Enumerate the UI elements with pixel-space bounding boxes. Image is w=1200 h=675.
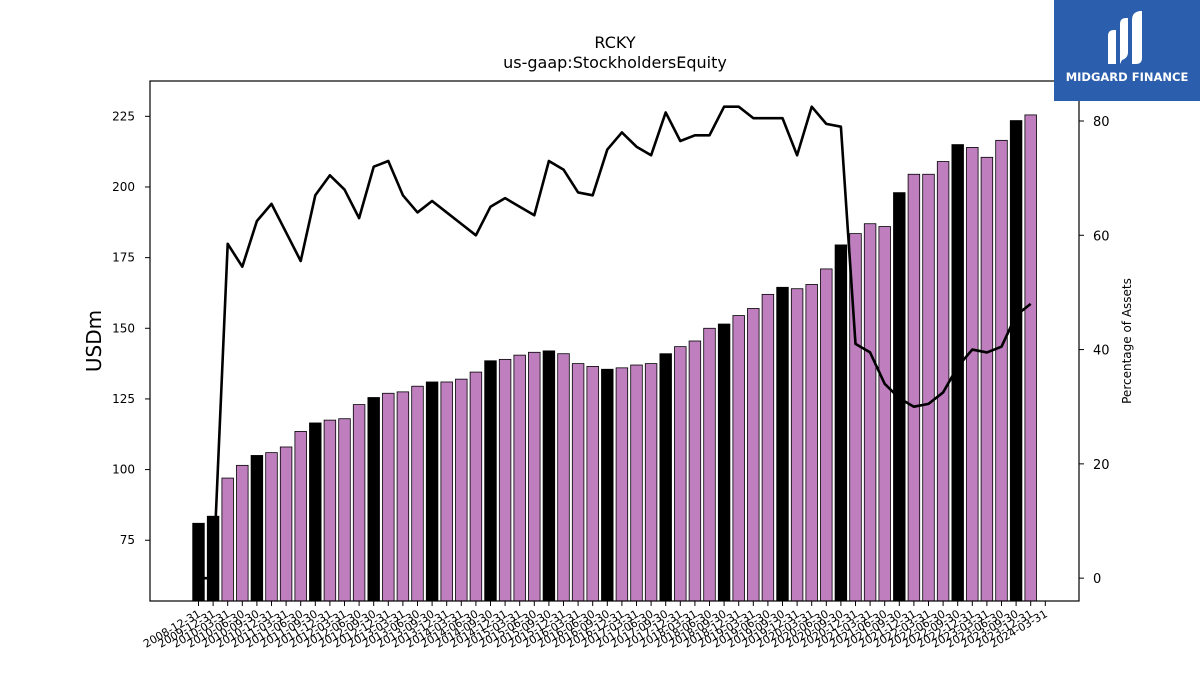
bar-2022-03-31: [922, 173, 935, 602]
bar-2012-09-30: [367, 397, 380, 602]
percentage-of-assets-line: [198, 105, 1032, 580]
y2-tick-label: 60: [1093, 229, 1110, 244]
bar-2011-12-31: [323, 419, 337, 602]
bar-2022-06-30: [936, 161, 950, 602]
y-tick-label: 100: [112, 463, 135, 477]
x-axis: 2008-12-312009-12-312010-03-312010-06-30…: [141, 601, 1050, 651]
bar-2011-09-30: [309, 422, 322, 602]
y-tick-label: 125: [112, 392, 135, 406]
y-tick-label: 150: [112, 321, 135, 335]
bar-2021-03-31: [863, 223, 877, 602]
plot-frame: [149, 80, 1080, 602]
bar-2013-06-30: [411, 385, 424, 602]
bar-2008-12-31: [192, 522, 205, 602]
bar-2020-09-30: [834, 244, 848, 602]
bar-2016-09-30: [601, 368, 614, 602]
chart-title: RCKY: [594, 33, 635, 52]
bar-2022-12-31: [966, 147, 979, 602]
y-axis-right: 0 20 40 60 80: [1079, 115, 1110, 587]
bar-2023-09-30: [1009, 120, 1023, 602]
bar-2017-09-30: [659, 353, 672, 602]
bar-2014-09-30: [484, 360, 497, 602]
bar-2019-12-31: [790, 288, 804, 602]
bar-2010-06-30: [236, 464, 249, 602]
bar-2012-06-30: [352, 404, 366, 602]
bar-2015-12-31: [557, 353, 570, 602]
bar-2010-09-30: [250, 455, 264, 602]
bar-2021-12-31: [907, 173, 921, 602]
midgard-finance-logo: MIDGARD FINANCE: [1054, 0, 1200, 101]
bar-2014-03-31: [455, 378, 468, 602]
line-series: [198, 105, 1032, 580]
midgard-logo-icon: [1108, 11, 1142, 64]
bar-2018-09-30: [717, 323, 731, 602]
bar-2013-09-30: [425, 381, 439, 602]
bar-2023-03-31: [980, 156, 994, 602]
y2-tick-label: 0: [1093, 572, 1101, 587]
bar-2017-06-30: [644, 363, 658, 602]
bar-2018-06-30: [703, 327, 716, 602]
bar-2020-06-30: [820, 268, 833, 602]
y-axis-label: USDm: [82, 310, 106, 372]
chart-subtitle: us-gaap:StockholdersEquity: [503, 53, 727, 72]
bar-2017-12-31: [674, 346, 687, 602]
y2-tick-label: 80: [1093, 115, 1110, 130]
bar-2017-03-31: [630, 364, 643, 602]
bar-2014-12-31: [498, 358, 512, 602]
bar-2012-12-31: [382, 392, 395, 602]
bar-2015-06-30: [528, 351, 541, 602]
bar-2018-03-31: [688, 340, 702, 602]
bar-2015-09-30: [542, 350, 556, 602]
bar-2019-03-31: [747, 308, 760, 602]
bar-2023-12-31: [1024, 114, 1037, 602]
bar-2015-03-31: [513, 354, 526, 602]
bar-2023-06-30: [995, 139, 1008, 602]
bar-2016-12-31: [615, 367, 629, 602]
bar-2010-12-31: [265, 452, 278, 602]
y-tick-label: 175: [112, 251, 135, 265]
bar-2021-06-30: [878, 226, 891, 602]
bar-2020-03-31: [805, 284, 818, 602]
bar-2011-03-31: [279, 446, 293, 602]
y-tick-label: 200: [112, 180, 135, 194]
bar-2019-06-30: [761, 293, 775, 602]
logo-text: MIDGARD FINANCE: [1065, 70, 1189, 84]
bar-series: [192, 114, 1037, 602]
y-tick-label: 75: [120, 533, 135, 547]
y-axis-left: 75 100 125 150 175 200 225: [112, 109, 150, 547]
bar-2016-03-31: [571, 363, 585, 602]
bar-2013-12-31: [440, 381, 453, 602]
y2-axis-label: Percentage of Assets: [1120, 278, 1134, 404]
bar-2011-06-30: [294, 431, 307, 602]
bar-2014-06-30: [469, 371, 483, 602]
bar-2019-09-30: [776, 286, 789, 602]
bar-2010-03-31: [221, 477, 234, 602]
bar-2013-03-31: [396, 391, 410, 602]
bar-2018-12-31: [732, 315, 745, 602]
y2-tick-label: 40: [1093, 344, 1110, 359]
y-tick-label: 225: [112, 109, 135, 123]
bar-2016-06-30: [586, 366, 599, 602]
bar-2012-03-31: [338, 418, 351, 602]
y2-tick-label: 20: [1093, 458, 1110, 473]
